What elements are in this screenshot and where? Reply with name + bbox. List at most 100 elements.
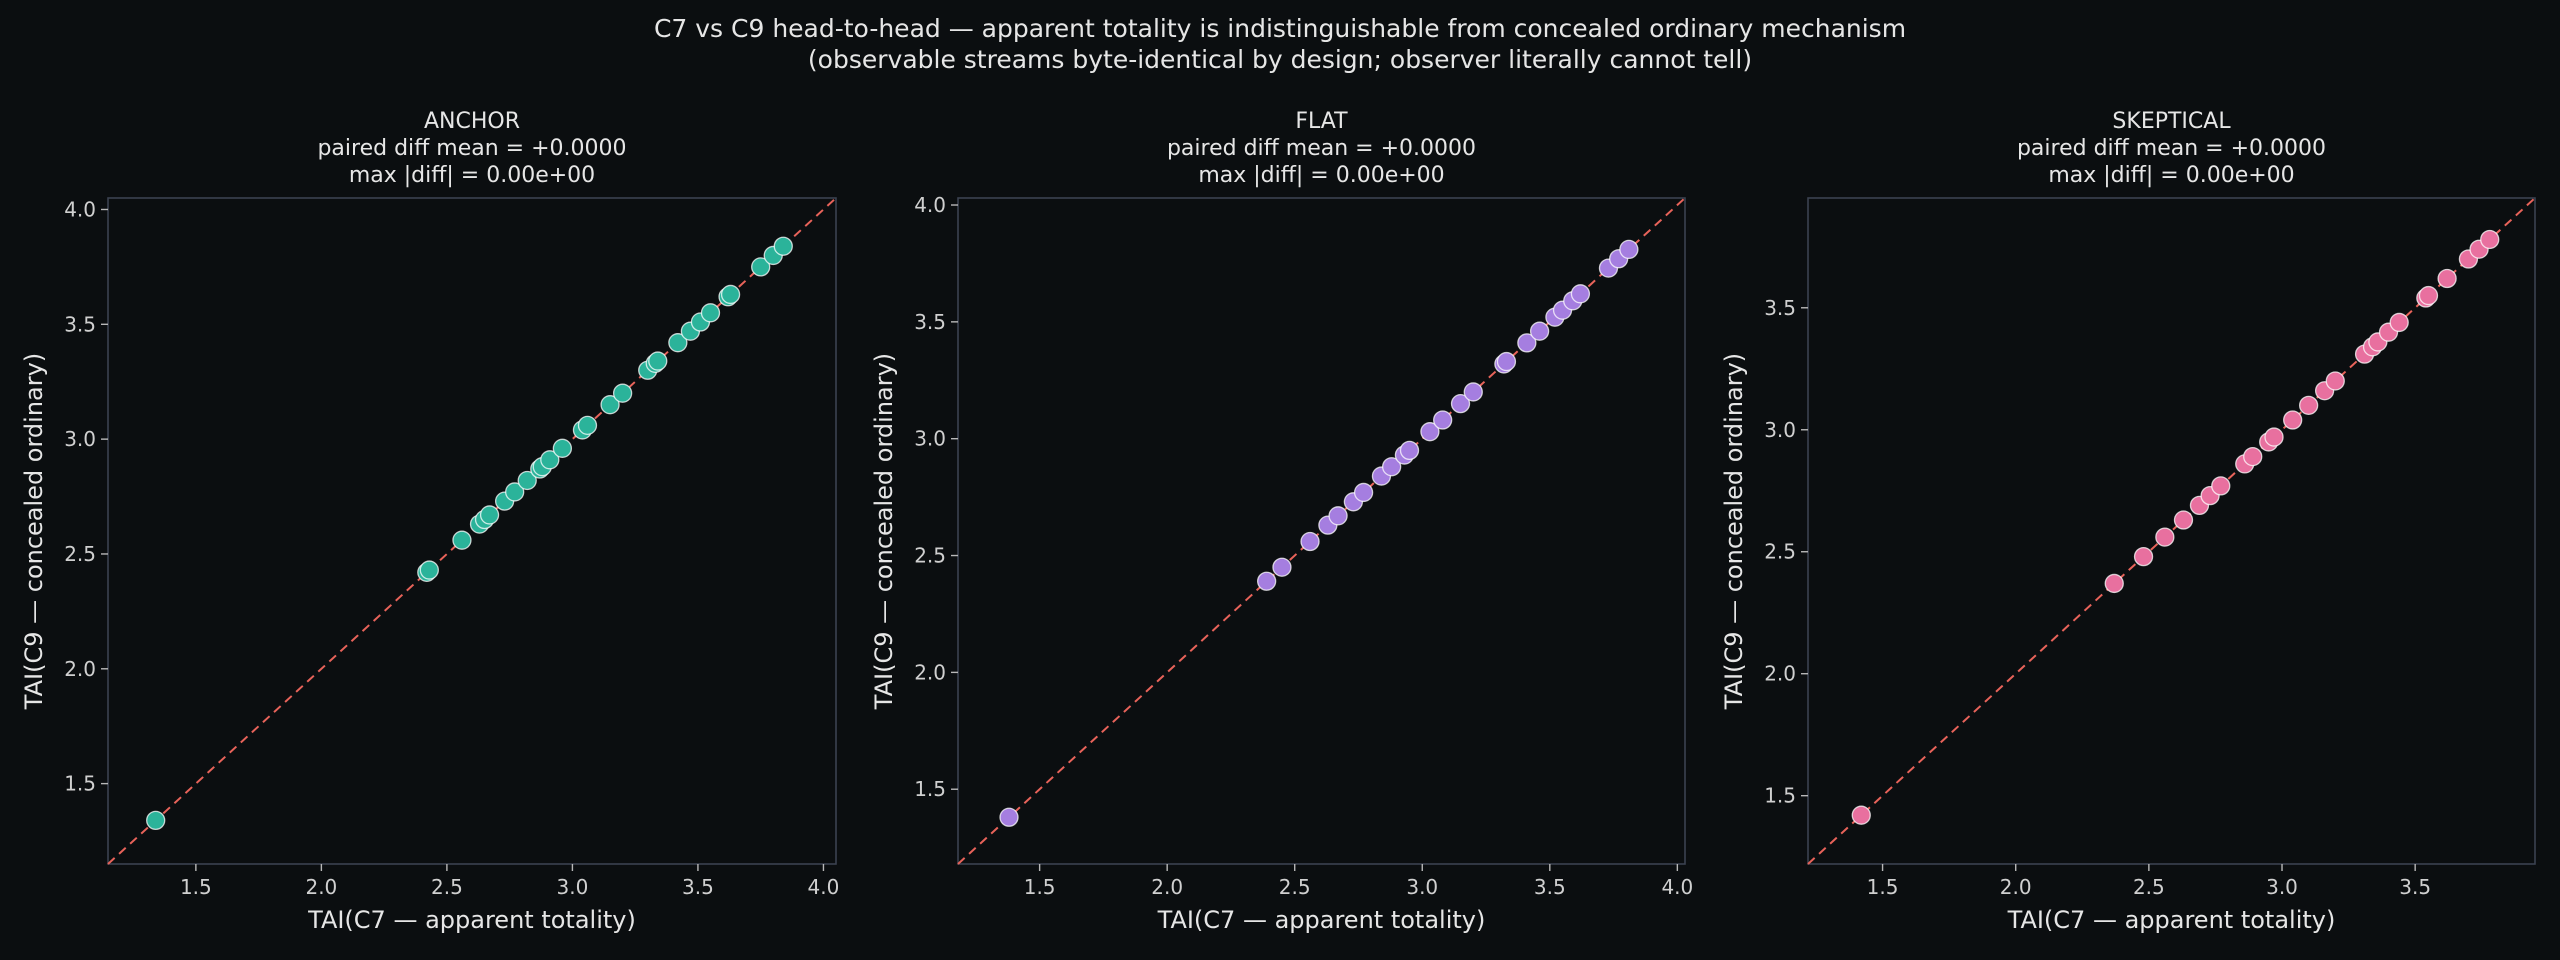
flat-data-point — [1433, 410, 1453, 430]
flat-ytick-label: 3.5 — [914, 310, 946, 334]
anchor-ytick-label: 3.5 — [64, 312, 96, 336]
skeptical-ytick-label: 1.5 — [1764, 784, 1796, 808]
anchor-data-point — [773, 236, 793, 256]
skeptical-data-point — [1851, 805, 1871, 825]
flat-ytick-label: 3.0 — [914, 427, 946, 451]
skeptical-xtick-label: 3.0 — [2266, 875, 2298, 899]
skeptical-ytick-label: 3.0 — [1764, 418, 1796, 442]
flat-data-point — [1517, 333, 1537, 353]
skeptical-data-point — [2133, 546, 2154, 567]
anchor-title-line-3: max |diff| = 0.00e+00 — [349, 163, 595, 188]
anchor-data-point — [751, 257, 771, 277]
anchor-data-point — [600, 395, 620, 415]
anchor-data-point — [648, 351, 668, 371]
flat-data-point — [1272, 557, 1292, 577]
anchor-data-point — [505, 482, 525, 502]
anchor-data-point — [700, 303, 721, 323]
anchor-xtick-label: 2.0 — [305, 875, 337, 899]
flat-xtick-label: 2.0 — [1151, 875, 1183, 899]
skeptical-xtick-label: 3.5 — [2399, 875, 2431, 899]
skeptical-data-point — [2437, 268, 2457, 289]
flat-data-point — [1353, 482, 1374, 503]
anchor-ytick-label: 2.5 — [64, 542, 96, 566]
flat-data-point — [1328, 506, 1348, 526]
skeptical-data-point — [2283, 410, 2303, 430]
anchor-xtick-label: 3.5 — [682, 875, 714, 899]
flat-data-point — [1450, 393, 1471, 414]
anchor-data-point — [419, 560, 439, 580]
skeptical-data-point — [2298, 395, 2319, 416]
anchor-data-point — [517, 470, 537, 491]
skeptical-data-point — [2173, 510, 2194, 530]
skeptical-ytick-label: 2.5 — [1764, 540, 1796, 564]
anchor-data-point — [577, 415, 598, 436]
anchor-xtick-label: 1.5 — [180, 875, 212, 899]
flat-data-point — [1496, 351, 1517, 372]
skeptical-ytick-label: 2.0 — [1764, 662, 1796, 686]
flat-data-point — [1420, 422, 1440, 442]
anchor-data-point — [720, 284, 741, 305]
skeptical-xtick-label: 2.0 — [2000, 875, 2032, 899]
flat-data-point — [999, 807, 1019, 827]
flat-y-axis-label: TAI(C9 — concealed ordinary) — [870, 353, 898, 710]
flat-data-point — [1257, 571, 1277, 591]
flat-data-point — [1381, 457, 1402, 477]
anchor-ytick-label: 4.0 — [64, 197, 96, 221]
skeptical-data-point — [2211, 476, 2231, 496]
skeptical-x-axis-label: TAI(C7 — apparent totality) — [2007, 906, 2336, 934]
figure-title-line2: (observable streams byte-identical by de… — [808, 45, 1752, 74]
skeptical-data-point — [2104, 573, 2124, 594]
anchor-xtick-label: 4.0 — [808, 875, 840, 899]
figure-title-line1: C7 vs C9 head-to-head — apparent totalit… — [654, 14, 1906, 43]
flat-xtick-label: 3.0 — [1406, 875, 1438, 899]
anchor-ytick-label: 1.5 — [64, 772, 96, 796]
skeptical-data-point — [2264, 427, 2284, 447]
anchor-data-point — [540, 450, 560, 470]
anchor-ytick-label: 2.0 — [64, 657, 96, 681]
flat-xtick-label: 2.5 — [1279, 875, 1311, 899]
flat-x-axis-label: TAI(C7 — apparent totality) — [1157, 906, 1486, 934]
flat-data-point — [1529, 321, 1550, 341]
anchor-title-line-2: paired diff mean = +0.0000 — [317, 136, 626, 161]
skeptical-xtick-label: 1.5 — [1867, 875, 1899, 899]
anchor-x-axis-label: TAI(C7 — apparent totality) — [307, 906, 636, 934]
skeptical-data-point — [2155, 527, 2175, 547]
anchor-y-axis-label: TAI(C9 — concealed ordinary) — [20, 353, 48, 710]
anchor-xtick-label: 2.5 — [431, 875, 463, 899]
skeptical-title-line-2: paired diff mean = +0.0000 — [2017, 136, 2326, 161]
anchor-data-point — [668, 333, 688, 353]
flat-xtick-label: 4.0 — [1661, 875, 1693, 899]
flat-ytick-label: 1.5 — [914, 777, 946, 801]
flat-ytick-label: 2.5 — [914, 544, 946, 568]
anchor-ytick-label: 3.0 — [64, 427, 96, 451]
flat-data-point — [1300, 531, 1320, 552]
skeptical-ytick-label: 3.5 — [1764, 296, 1796, 320]
flat-data-point — [1570, 284, 1591, 304]
flat-data-point — [1463, 382, 1483, 402]
skeptical-data-point — [2480, 229, 2500, 250]
flat-title-line-1: FLAT — [1295, 109, 1348, 134]
anchor-data-point — [552, 438, 573, 458]
flat-xtick-label: 1.5 — [1024, 875, 1056, 899]
anchor-data-point — [452, 530, 472, 550]
skeptical-data-point — [2418, 285, 2439, 306]
flat-xtick-label: 3.5 — [1534, 875, 1566, 899]
flat-data-point — [1619, 239, 1639, 260]
skeptical-data-point — [2243, 446, 2263, 467]
anchor-data-point — [612, 383, 633, 403]
flat-title-line-2: paired diff mean = +0.0000 — [1167, 136, 1476, 161]
skeptical-data-point — [2389, 312, 2409, 333]
skeptical-data-point — [2325, 371, 2345, 391]
skeptical-title-line-1: SKEPTICAL — [2112, 109, 2231, 134]
flat-ytick-label: 2.0 — [914, 660, 946, 684]
flat-title-line-3: max |diff| = 0.00e+00 — [1198, 163, 1444, 188]
anchor-data-point — [479, 505, 500, 525]
anchor-data-point — [146, 810, 166, 831]
skeptical-title-line-3: max |diff| = 0.00e+00 — [2048, 163, 2294, 188]
flat-ytick-label: 4.0 — [914, 193, 946, 217]
skeptical-y-axis-label: TAI(C9 — concealed ordinary) — [1720, 353, 1748, 710]
